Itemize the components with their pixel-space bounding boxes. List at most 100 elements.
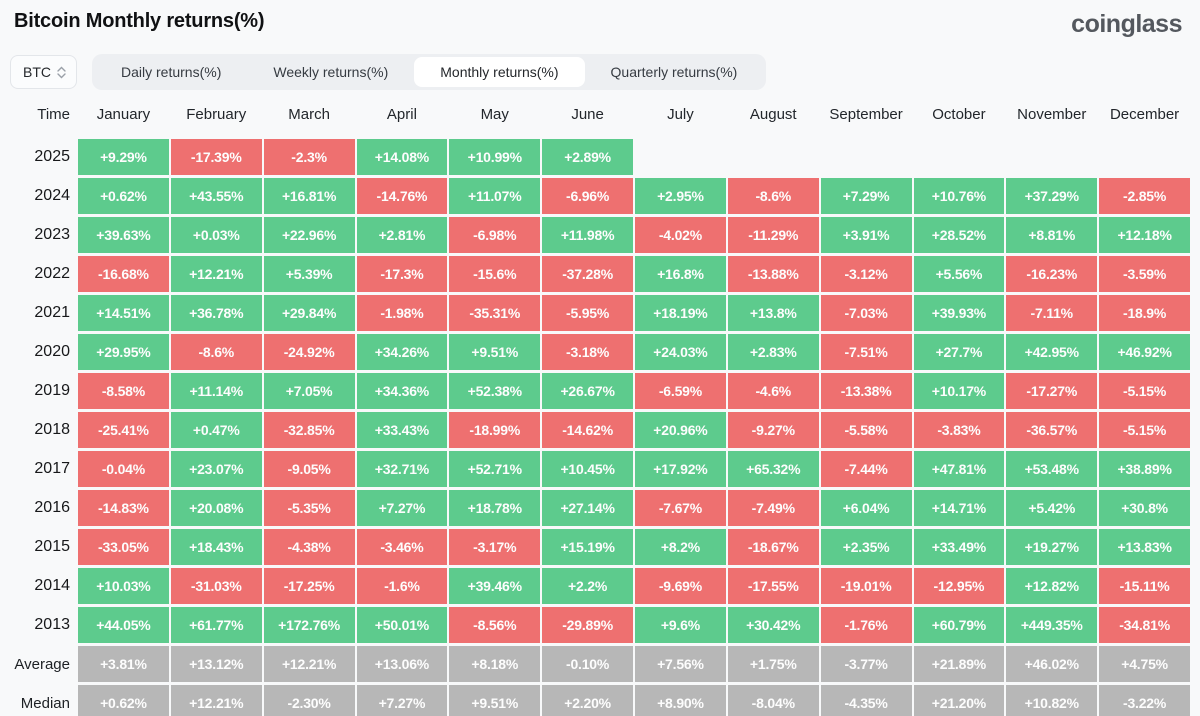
return-cell: -9.27% [727,412,819,448]
return-cell: -3.12% [820,256,912,292]
return-cell: +27.7% [913,334,1005,370]
return-cell: -19.01% [820,568,912,604]
return-cell: +5.39% [263,256,355,292]
return-cell: +29.84% [263,295,355,331]
return-cell: +9.51% [449,334,541,370]
return-cell: -1.6% [356,568,448,604]
tab-quarterly-returns[interactable]: Quarterly returns(%) [585,57,764,87]
month-header: May [480,105,509,123]
return-cell: +30.8% [1099,490,1190,526]
return-cell: -3.77% [820,646,912,682]
return-cell: +37.29% [1006,178,1098,214]
row-label-median: Median [20,694,70,712]
symbol-select[interactable]: BTC [10,55,77,89]
return-cell: +5.56% [913,256,1005,292]
return-cell: +9.6% [635,607,726,643]
return-cell: -18.9% [1099,295,1190,331]
return-cell: -8.6% [170,334,262,370]
row-label-2019: 2019 [34,382,70,399]
return-cell: +60.79% [913,607,1005,643]
return-cell: +4.75% [1099,646,1190,682]
return-cell: +23.07% [170,451,262,487]
return-cell: -2.3% [263,139,355,175]
return-cell: -18.67% [727,529,819,565]
empty-cell [914,139,1005,175]
return-cell: +12.21% [263,646,355,682]
return-cell: +61.77% [170,607,262,643]
return-cell: +8.81% [1006,217,1098,253]
return-cell: -8.04% [727,685,819,716]
row-label-2015: 2015 [34,538,70,555]
return-cell: -34.81% [1099,607,1190,643]
return-cell: +8.90% [635,685,726,716]
return-cell: -1.98% [356,295,448,331]
return-cell: +29.95% [78,334,169,370]
return-cell: -0.10% [542,646,633,682]
return-cell: +12.18% [1099,217,1190,253]
return-cell: +2.95% [635,178,726,214]
tab-weekly-returns[interactable]: Weekly returns(%) [247,57,414,87]
row-label-2016: 2016 [34,499,70,516]
return-cell: -35.31% [449,295,541,331]
month-header: March [288,105,330,123]
return-cell: +5.42% [1006,490,1098,526]
return-cell: +11.98% [542,217,633,253]
return-cell: -15.11% [1099,568,1190,604]
return-cell: +14.08% [356,139,448,175]
return-cell: -3.59% [1099,256,1190,292]
return-cell: -4.6% [727,373,819,409]
return-cell: +0.62% [78,685,169,716]
return-cell: +21.20% [913,685,1005,716]
return-cell: +0.62% [78,178,169,214]
return-cell: -7.51% [820,334,912,370]
return-cell: -5.15% [1099,412,1190,448]
return-cell: -3.22% [1099,685,1190,716]
empty-cell [635,139,726,175]
return-cell: -17.3% [356,256,448,292]
return-cell: -9.05% [263,451,355,487]
return-cell: +15.19% [542,529,633,565]
tab-daily-returns[interactable]: Daily returns(%) [95,57,247,87]
return-cell: +18.19% [635,295,726,331]
return-cell: +7.27% [356,685,448,716]
return-cell: -8.56% [449,607,541,643]
return-cell: +27.14% [542,490,633,526]
return-cell: +8.2% [635,529,726,565]
return-cell: +11.07% [449,178,541,214]
tab-monthly-returns[interactable]: Monthly returns(%) [414,57,585,87]
month-header: August [749,105,797,123]
month-header: April [386,105,417,123]
return-cell: -15.6% [449,256,541,292]
return-cell: +34.36% [356,373,448,409]
return-cell: -14.83% [78,490,169,526]
row-label-2023: 2023 [34,226,70,243]
month-header: October [932,105,986,123]
return-cell: +14.71% [913,490,1005,526]
controls-bar: BTC Daily returns(%) Weekly returns(%) M… [10,54,1190,90]
return-cell: +43.55% [170,178,262,214]
return-cell: +52.71% [449,451,541,487]
row-label-2021: 2021 [34,304,70,321]
return-cell: -7.03% [820,295,912,331]
row-label-2013: 2013 [34,616,70,633]
return-cell: +32.71% [356,451,448,487]
return-cell: -6.98% [449,217,541,253]
return-cell: +6.04% [820,490,912,526]
return-cell: +10.76% [913,178,1005,214]
return-cell: +10.03% [78,568,169,604]
return-cell: +10.17% [913,373,1005,409]
return-cell: -31.03% [170,568,262,604]
return-cell: +10.82% [1006,685,1098,716]
return-cell: -24.92% [263,334,355,370]
return-cell: -6.96% [542,178,633,214]
return-cell: +2.2% [542,568,633,604]
month-header: January [96,105,151,123]
return-cell: -8.58% [78,373,169,409]
return-cell: -5.58% [820,412,912,448]
return-cell: -18.99% [449,412,541,448]
row-label-2020: 2020 [34,343,70,360]
row-label-2018: 2018 [34,421,70,438]
return-cell: +2.81% [356,217,448,253]
return-cell: +16.8% [635,256,726,292]
